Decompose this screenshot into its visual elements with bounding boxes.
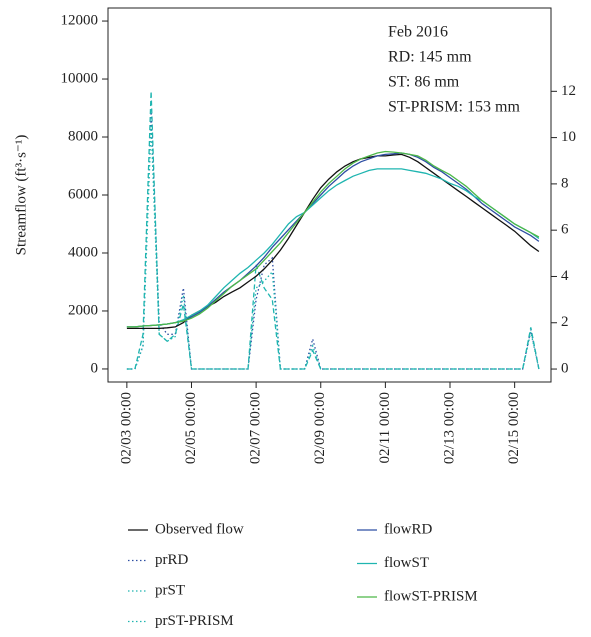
x-tick-label: 02/13 00:00 (441, 392, 457, 464)
annotation: ST-PRISM: 153 mm (388, 99, 520, 116)
y2-tick-label: 10 (561, 129, 576, 145)
legend-label: flowST (384, 555, 429, 571)
series-line (126, 150, 540, 328)
x-tick-label: 02/07 00:00 (248, 392, 264, 464)
y2-tick-label: 0 (561, 360, 569, 376)
y-tick-label: 6000 (68, 186, 98, 202)
legend-label: prRD (155, 552, 189, 568)
series-line (126, 125, 540, 370)
legend-label: Observed flow (155, 521, 244, 537)
x-tick-label: 02/11 00:00 (377, 392, 393, 464)
y-tick-label: 2000 (68, 302, 98, 318)
y2-tick-label: 4 (561, 268, 569, 284)
annotation: Feb 2016 (388, 24, 448, 41)
x-tick-label: 02/09 00:00 (312, 392, 328, 464)
y-tick-label: 4000 (68, 244, 98, 260)
legend-label: prST-PRISM (155, 613, 234, 629)
series-line (126, 109, 540, 370)
y-tick-label: 0 (91, 360, 99, 376)
series-line (126, 168, 540, 328)
y2-tick-label: 8 (561, 175, 569, 191)
legend-label: flowST-PRISM (384, 588, 478, 604)
plot-frame (107, 7, 552, 383)
y-tick-label: 12000 (61, 12, 99, 28)
annotation: ST: 86 mm (388, 74, 460, 91)
x-tick-label: 02/05 00:00 (183, 392, 199, 464)
annotation: RD: 145 mm (388, 49, 472, 66)
y-tick-label: 10000 (61, 70, 99, 86)
x-tick-label: 02/15 00:00 (506, 392, 522, 464)
series-line (126, 91, 540, 370)
y2-tick-label: 12 (561, 83, 576, 99)
y2-tick-label: 6 (561, 222, 569, 238)
y-axis-label: Streamflow (ft³·s⁻¹) (13, 135, 29, 256)
legend-label: flowRD (384, 521, 433, 537)
y-tick-label: 8000 (68, 128, 98, 144)
x-tick-label: 02/03 00:00 (118, 392, 134, 464)
legend-label: prST (155, 582, 185, 598)
y2-tick-label: 2 (561, 314, 569, 330)
